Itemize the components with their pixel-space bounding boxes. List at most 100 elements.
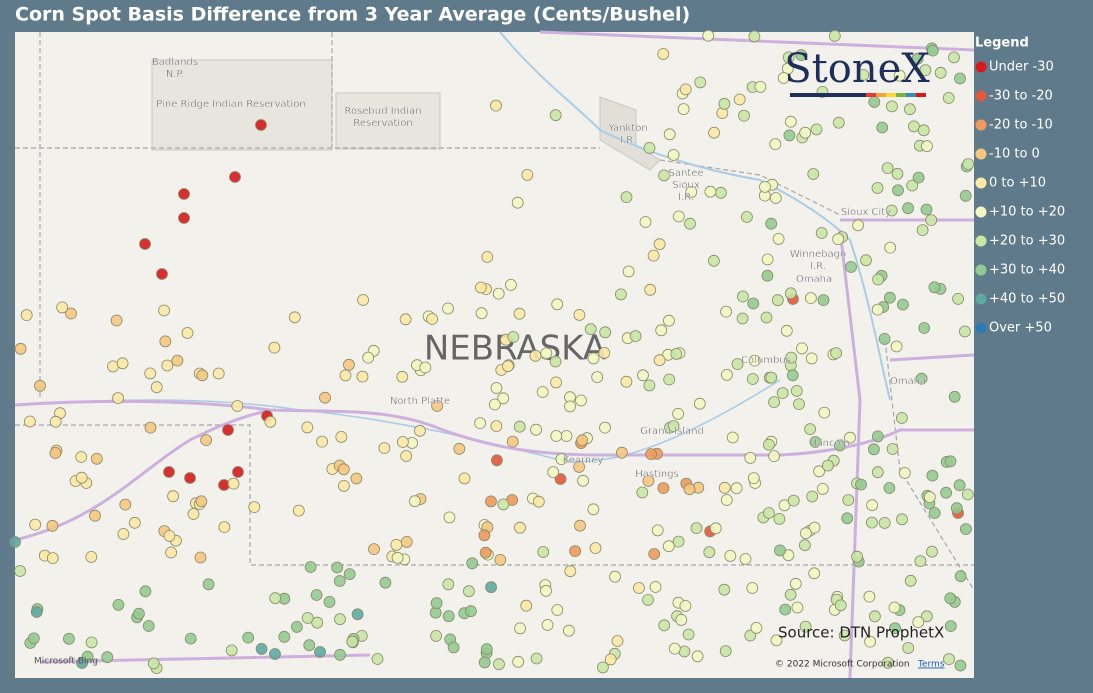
- basis-marker: [34, 379, 46, 392]
- basis-marker: [926, 545, 938, 558]
- basis-marker: [310, 589, 323, 601]
- basis-marker: [255, 119, 267, 131]
- basis-marker: [462, 585, 475, 598]
- basis-marker: [442, 302, 454, 315]
- place-label: Kearney: [563, 455, 604, 466]
- basis-marker: [474, 417, 487, 430]
- basis-marker: [818, 406, 831, 419]
- basis-marker: [229, 171, 241, 183]
- basis-marker: [520, 599, 533, 612]
- basis-marker: [746, 373, 759, 385]
- basis-marker: [845, 261, 857, 273]
- basis-marker: [769, 192, 782, 204]
- basis-marker: [76, 657, 88, 669]
- basis-marker: [693, 397, 706, 410]
- basis-marker: [708, 126, 720, 139]
- legend-swatch: [975, 148, 987, 160]
- basis-marker: [940, 486, 952, 499]
- basis-marker: [587, 352, 600, 365]
- basis-marker: [647, 249, 660, 262]
- legend-label: +20 to +30: [989, 234, 1065, 249]
- place-label: Santee: [668, 168, 703, 179]
- basis-marker: [147, 657, 160, 670]
- basis-marker: [906, 179, 919, 192]
- basis-marker: [855, 478, 867, 491]
- basis-marker: [667, 420, 680, 433]
- basis-marker: [876, 121, 889, 134]
- legend-swatch: [975, 90, 987, 102]
- basis-marker: [682, 628, 695, 641]
- basis-marker: [817, 294, 830, 307]
- basis-marker: [163, 466, 175, 478]
- basis-marker: [718, 97, 731, 110]
- logo-stripe: [886, 93, 896, 97]
- basis-marker: [805, 352, 818, 365]
- basis-marker: [399, 313, 412, 326]
- basis-marker: [852, 219, 864, 232]
- basis-marker: [20, 309, 33, 322]
- basis-marker: [537, 546, 550, 558]
- basis-marker: [577, 474, 589, 487]
- basis-marker: [255, 643, 268, 655]
- basis-marker: [288, 311, 301, 324]
- basis-marker: [928, 281, 941, 294]
- basis-marker: [653, 238, 666, 251]
- basis-marker: [269, 592, 282, 605]
- basis-marker: [144, 367, 157, 380]
- basis-marker: [799, 620, 812, 633]
- basis-marker: [443, 511, 456, 524]
- basis-marker: [419, 361, 432, 374]
- basis-marker: [911, 52, 924, 65]
- terms-link[interactable]: Terms: [917, 660, 945, 670]
- basis-marker: [636, 486, 649, 499]
- basis-marker: [784, 287, 797, 300]
- basis-marker: [721, 368, 733, 381]
- basis-marker: [720, 494, 733, 506]
- basis-marker: [679, 600, 692, 612]
- basis-marker: [750, 622, 763, 634]
- basis-marker: [667, 149, 680, 161]
- basis-marker: [726, 431, 739, 444]
- source: Source: DTN ProphetX: [778, 624, 944, 642]
- basis-marker: [339, 369, 352, 382]
- basis-marker: [159, 335, 172, 348]
- basis-marker: [796, 342, 808, 355]
- basis-marker: [85, 551, 98, 563]
- basis-marker: [720, 305, 732, 318]
- basis-marker: [337, 463, 350, 476]
- basis-marker: [442, 610, 455, 623]
- basis-marker: [551, 298, 564, 311]
- basis-marker: [770, 634, 783, 647]
- legend: Legend Under -30 -30 to -20 -20 to -10 -10 …: [975, 36, 1065, 336]
- basis-marker: [889, 622, 901, 635]
- basis-marker: [599, 326, 612, 339]
- basis-marker: [864, 635, 876, 648]
- basis-marker: [564, 565, 577, 578]
- basis-marker: [718, 583, 731, 596]
- basis-marker: [507, 331, 520, 343]
- basis-marker: [884, 291, 896, 304]
- basis-marker: [897, 298, 909, 311]
- basis-marker: [479, 546, 492, 559]
- basis-marker: [110, 314, 123, 327]
- basis-marker: [912, 616, 925, 628]
- basis-marker: [746, 582, 759, 594]
- basis-marker: [663, 314, 675, 327]
- basis-marker: [658, 619, 671, 632]
- place-label: Omaha: [796, 274, 832, 285]
- basis-marker: [923, 491, 936, 504]
- basis-marker: [868, 443, 880, 456]
- basis-marker: [857, 69, 870, 81]
- basis-marker: [815, 227, 828, 239]
- basis-marker: [171, 354, 184, 367]
- basis-marker: [902, 642, 915, 654]
- basis-marker: [761, 253, 774, 266]
- basis-marker: [736, 312, 749, 325]
- basis-marker: [278, 630, 291, 643]
- basis-marker: [944, 455, 957, 468]
- basis-marker: [550, 430, 563, 442]
- basis-marker: [925, 214, 938, 227]
- logo-stripe: [896, 93, 906, 97]
- basis-marker: [851, 550, 863, 563]
- basis-marker: [778, 499, 791, 512]
